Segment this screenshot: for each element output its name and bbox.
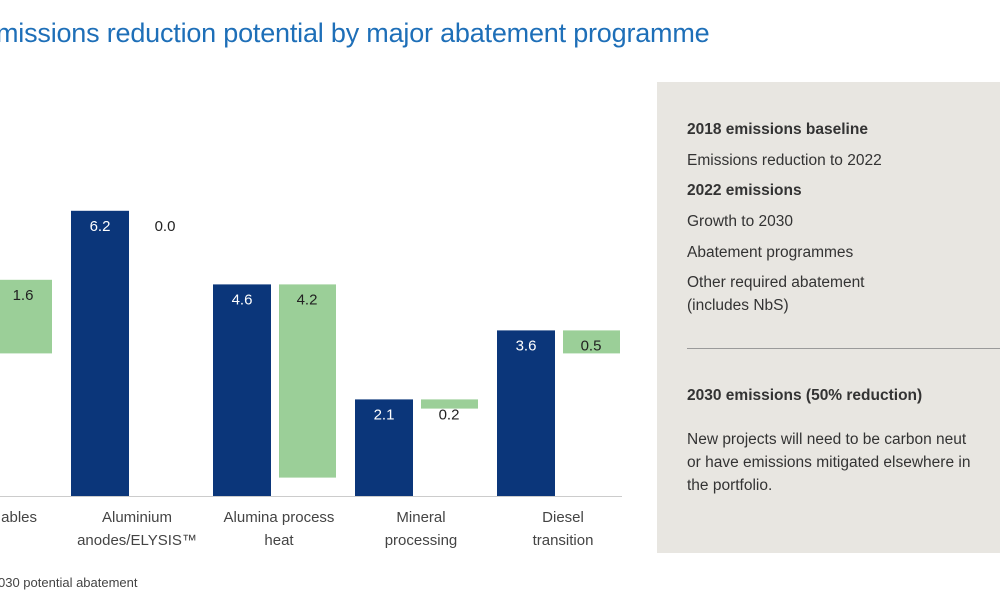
blue-bar-label: 4.6 (232, 291, 253, 308)
panel-item: (includes NbS) (687, 297, 789, 314)
panel-note-3: the portfolio. (687, 477, 773, 494)
panel-item: Abatement programmes (687, 244, 854, 261)
panel-result: 2030 emissions (50% reduction) (687, 387, 923, 404)
green-bar-label: 0.2 (439, 406, 460, 423)
panel-item: Other required abatement (687, 274, 865, 291)
category-label: Mineral (396, 509, 445, 526)
green-bar (563, 330, 620, 354)
green-bar-label: 0.0 (155, 218, 176, 235)
category-label: ables (1, 509, 37, 526)
chart-title: missions reduction potential by major ab… (0, 18, 710, 48)
bar-chart: 1.6 ables 6.2 0.0 Aluminium anodes/ELYSIS™ 4.6… (0, 210, 622, 549)
category-label: anodes/ELYSIS™ (77, 532, 197, 549)
green-bar-label: 0.5 (581, 337, 602, 354)
category-label: Alumina process (224, 509, 335, 526)
panel-item: 2022 emissions (687, 182, 802, 199)
blue-bar (213, 284, 271, 496)
blue-bar-label: 6.2 (90, 218, 111, 235)
blue-bar-label: 2.1 (374, 406, 395, 423)
green-bar-label: 4.2 (297, 291, 318, 308)
panel-item: Growth to 2030 (687, 213, 793, 230)
panel-note-1: New projects will need to be carbon neut (687, 431, 967, 448)
category-label: transition (533, 532, 594, 549)
green-bar (279, 284, 336, 478)
category-label: heat (264, 532, 294, 549)
panel-note-2: or have emissions mitigated elsewhere in (687, 454, 971, 471)
blue-bar (71, 210, 129, 497)
category-label: processing (385, 532, 458, 549)
category-label: Aluminium (102, 509, 172, 526)
divider (687, 348, 1000, 349)
green-bar (0, 279, 52, 354)
category-label: Diesel (542, 509, 584, 526)
green-bar (421, 399, 478, 409)
panel-item: Emissions reduction to 2022 (687, 152, 882, 169)
legend-text: 030 potential abatement (0, 575, 138, 590)
blue-bar-label: 3.6 (516, 337, 537, 354)
blue-bar (497, 330, 555, 496)
blue-bar (355, 399, 413, 496)
green-bar-label: 1.6 (13, 287, 34, 304)
panel-item: 2018 emissions baseline (687, 121, 868, 138)
info-panel: 2018 emissions baseline Emissions reducti… (657, 82, 1000, 553)
